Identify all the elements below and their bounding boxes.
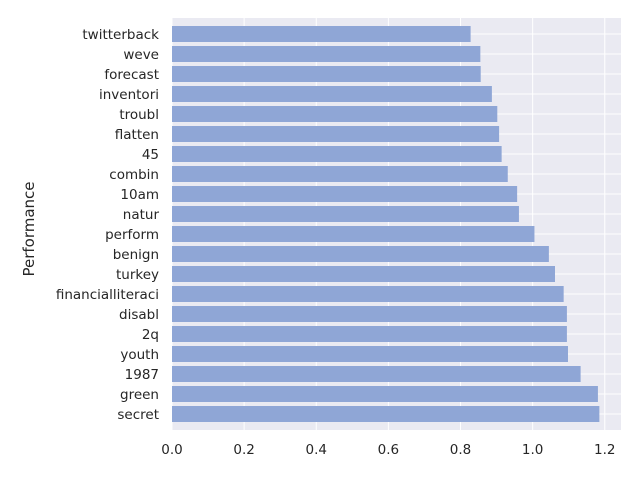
bars bbox=[172, 26, 600, 422]
y-tick-label: 1987 bbox=[125, 367, 159, 383]
bar-youth bbox=[172, 346, 568, 362]
y-tick-label: green bbox=[120, 387, 159, 403]
y-tick-label: twitterback bbox=[82, 27, 159, 43]
bar-disabl bbox=[172, 306, 567, 322]
bar-2q bbox=[172, 326, 567, 342]
y-tick-label: natur bbox=[123, 207, 160, 223]
bar-green bbox=[172, 386, 598, 402]
y-tick-label: disabl bbox=[119, 307, 159, 323]
x-tick-label: 1.2 bbox=[594, 442, 615, 458]
x-tick-label: 0.6 bbox=[378, 442, 399, 458]
y-tick-label: forecast bbox=[104, 67, 159, 83]
y-tick-label: youth bbox=[120, 347, 159, 363]
x-tick-label: 0.8 bbox=[450, 442, 471, 458]
y-tick-label: perform bbox=[105, 227, 159, 243]
bar-perform bbox=[172, 226, 535, 242]
bar-combin bbox=[172, 166, 508, 182]
y-tick-label: financialliteraci bbox=[56, 287, 159, 303]
y-tick-label: benign bbox=[113, 247, 159, 263]
bar-forecast bbox=[172, 66, 481, 82]
bar-turkey bbox=[172, 266, 556, 282]
y-tick-label: secret bbox=[117, 407, 159, 423]
bar-benign bbox=[172, 246, 549, 262]
y-tick-label: troubl bbox=[119, 107, 159, 123]
bar-1987 bbox=[172, 366, 581, 382]
bar-weve bbox=[172, 46, 481, 62]
y-tick-label: 10am bbox=[120, 187, 159, 203]
bar-troubl bbox=[172, 106, 498, 122]
y-tick-label: inventori bbox=[99, 87, 159, 103]
bar-twitterback bbox=[172, 26, 471, 42]
y-axis-title: Performance bbox=[20, 181, 38, 276]
bar-secret bbox=[172, 406, 600, 422]
x-tick-label: 1.0 bbox=[522, 442, 543, 458]
y-tick-label: combin bbox=[109, 167, 159, 183]
x-tick-labels: 0.0 0.2 0.4 0.6 0.8 1.0 1.2 bbox=[161, 442, 615, 458]
x-tick-label: 0.2 bbox=[233, 442, 254, 458]
bar-45 bbox=[172, 146, 502, 162]
y-tick-labels: secret green 1987 youth 2q disabl financiallit… bbox=[56, 27, 160, 423]
bar-natur bbox=[172, 206, 519, 222]
bar-10am bbox=[172, 186, 518, 202]
x-tick-label: 0.4 bbox=[306, 442, 327, 458]
y-tick-label: turkey bbox=[116, 267, 159, 283]
y-tick-label: 2q bbox=[142, 327, 159, 343]
bar-inventori bbox=[172, 86, 492, 102]
x-tick-label: 0.0 bbox=[161, 442, 182, 458]
bar-flatten bbox=[172, 126, 500, 142]
y-tick-label: flatten bbox=[115, 127, 159, 143]
bar-financialliteraci bbox=[172, 286, 564, 302]
y-tick-label: weve bbox=[123, 47, 159, 63]
y-tick-label: 45 bbox=[142, 147, 159, 163]
